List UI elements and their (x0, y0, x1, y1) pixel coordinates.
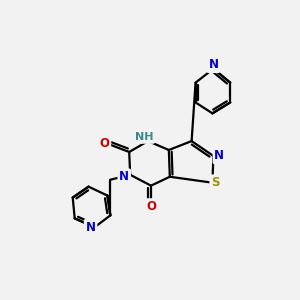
Text: N: N (214, 149, 224, 162)
Text: N: N (208, 58, 218, 71)
Text: N: N (119, 170, 129, 183)
Text: O: O (99, 136, 110, 150)
Text: N: N (85, 221, 96, 234)
Text: NH: NH (135, 132, 153, 142)
Text: S: S (211, 176, 220, 189)
Text: O: O (146, 200, 156, 213)
